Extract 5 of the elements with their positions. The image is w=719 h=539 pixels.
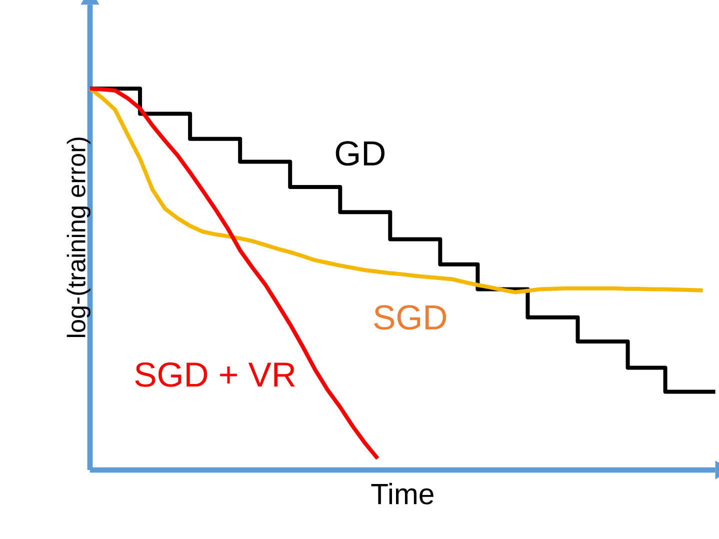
y-axis-title: log-(training error) bbox=[66, 138, 90, 337]
x-axis-title: Time bbox=[371, 482, 434, 504]
series-label: SGD + VR bbox=[135, 362, 295, 387]
series-label: GD bbox=[336, 141, 384, 166]
series-label: SGD bbox=[374, 305, 446, 330]
